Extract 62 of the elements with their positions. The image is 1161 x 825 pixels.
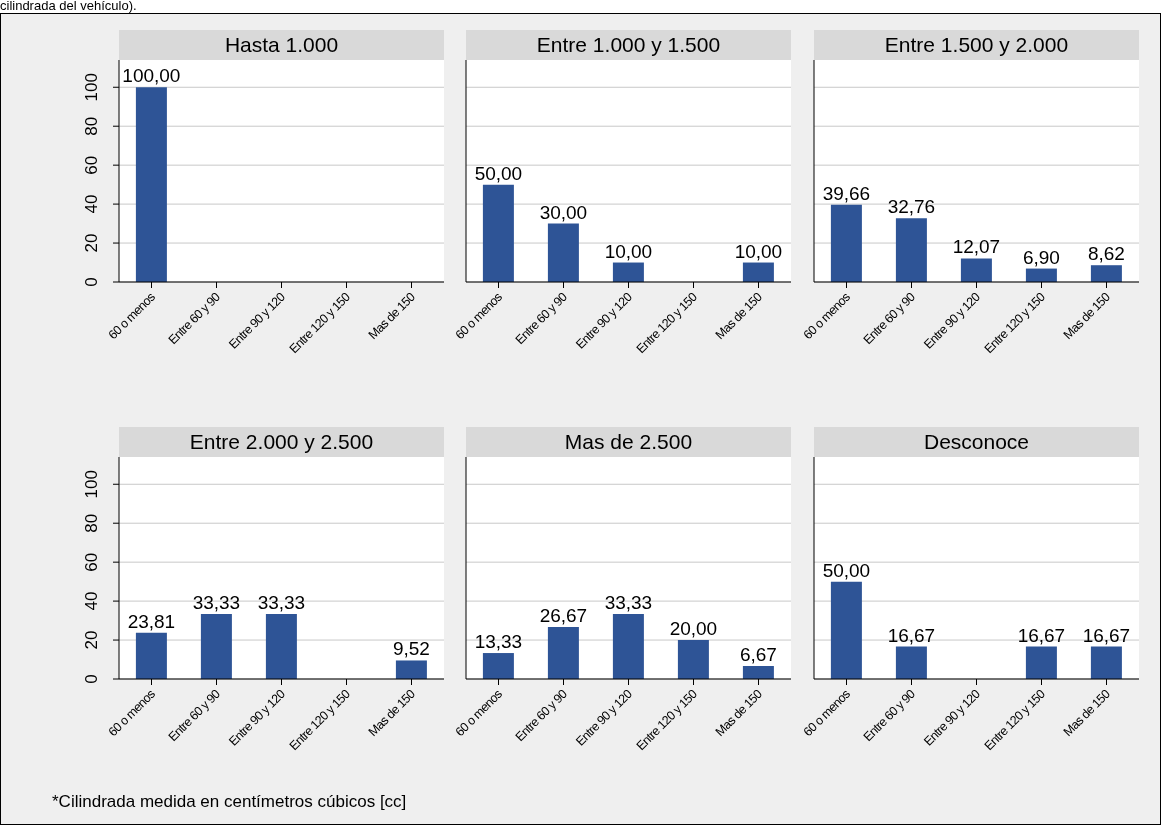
data-label: 33,33	[604, 592, 653, 614]
chart-title: Desconoce	[814, 427, 1139, 457]
data-label: 16,67	[1082, 624, 1131, 646]
bar	[830, 204, 862, 282]
bar	[1090, 265, 1122, 282]
x-tick-label: Mas de 150	[365, 289, 419, 343]
y-tick-label: 40	[82, 194, 101, 214]
data-label: 10,00	[734, 240, 783, 262]
data-label: 50,00	[822, 559, 871, 581]
bar	[677, 640, 709, 679]
y-tick-label: 0	[82, 277, 101, 287]
bar	[482, 653, 514, 679]
data-label: 9,52	[392, 638, 430, 660]
y-tick-label: 100	[82, 470, 101, 499]
chart-title: Entre 1.500 y 2.000	[814, 30, 1139, 60]
y-tick-label: 20	[82, 630, 101, 650]
data-label: 33,33	[192, 592, 241, 614]
data-label: 23,81	[127, 610, 176, 632]
y-tick-label: 40	[82, 591, 101, 611]
x-tick-label: Mas de 150	[1060, 686, 1114, 740]
data-label: 50,00	[474, 162, 523, 184]
y-tick-label: 80	[82, 513, 101, 533]
bar	[612, 614, 644, 679]
chart-title: Entre 1.000 y 1.500	[466, 30, 791, 60]
y-tick-label: 20	[82, 233, 101, 253]
x-tick-label: Mas de 150	[712, 686, 766, 740]
data-label: 16,67	[1017, 624, 1066, 646]
chart-title: Hasta 1.000	[119, 30, 444, 60]
data-label: 12,07	[952, 236, 1001, 258]
x-tick-label: Mas de 150	[712, 289, 766, 343]
bar	[200, 614, 232, 679]
data-label: 16,67	[887, 624, 936, 646]
y-tick-label: 60	[82, 155, 101, 175]
data-label: 6,90	[1022, 246, 1060, 268]
bar	[895, 218, 927, 282]
text: cilindrada del vehículo).	[0, 0, 137, 13]
data-label: 33,33	[257, 592, 306, 614]
x-tick-label: Mas de 150	[365, 686, 419, 740]
bar	[960, 258, 992, 282]
y-tick-label: 0	[82, 674, 101, 684]
bar	[135, 632, 167, 679]
data-label: 20,00	[669, 618, 718, 640]
data-label: 13,33	[474, 631, 523, 653]
y-tick-label: 80	[82, 116, 101, 136]
y-tick-label: 60	[82, 552, 101, 572]
chart-title: Entre 2.000 y 2.500	[119, 427, 444, 457]
data-label: 8,62	[1087, 243, 1125, 265]
text: *Cilindrada medida en centímetros cúbicos [cc]	[52, 792, 407, 811]
x-tick-label: Mas de 150	[1060, 289, 1114, 343]
data-label: 100,00	[122, 65, 181, 87]
bar	[395, 660, 427, 679]
data-label: 6,67	[739, 644, 777, 666]
data-label: 10,00	[604, 240, 653, 262]
data-label: 32,76	[887, 196, 936, 218]
bar	[265, 614, 297, 679]
data-label: 30,00	[539, 201, 588, 223]
bar	[742, 666, 774, 679]
chart-title: Mas de 2.500	[466, 427, 791, 457]
data-label: 39,66	[822, 182, 871, 204]
bar	[547, 627, 579, 679]
data-label: 26,67	[539, 605, 588, 627]
y-tick-label: 100	[82, 73, 101, 102]
